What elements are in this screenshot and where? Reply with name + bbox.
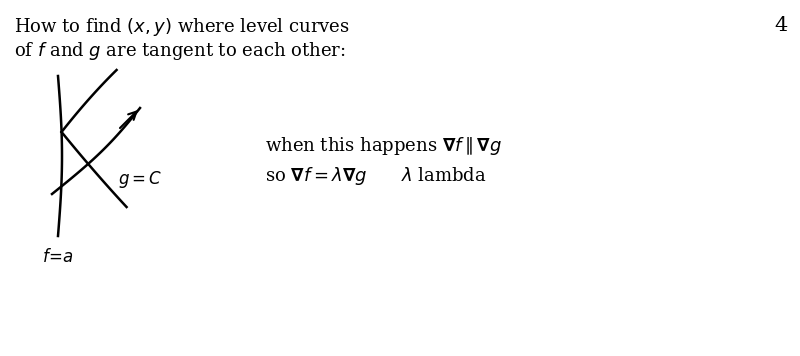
Text: How to find $(x, y)$ where level curves: How to find $(x, y)$ where level curves [14, 16, 350, 38]
Text: 4: 4 [774, 16, 788, 35]
Text: of $f$ and $g$ are tangent to each other:: of $f$ and $g$ are tangent to each other… [14, 40, 346, 62]
Text: when this happens $\mathbf{\nabla} f \parallel \mathbf{\nabla} g$: when this happens $\mathbf{\nabla} f \pa… [265, 135, 502, 157]
Text: so $\mathbf{\nabla} f = \lambda \mathbf{\nabla} g \qquad \lambda$ lambda: so $\mathbf{\nabla} f = \lambda \mathbf{… [265, 165, 486, 187]
Text: $f\!=\!a$: $f\!=\!a$ [42, 248, 74, 266]
Text: $g = C$: $g = C$ [118, 169, 162, 190]
